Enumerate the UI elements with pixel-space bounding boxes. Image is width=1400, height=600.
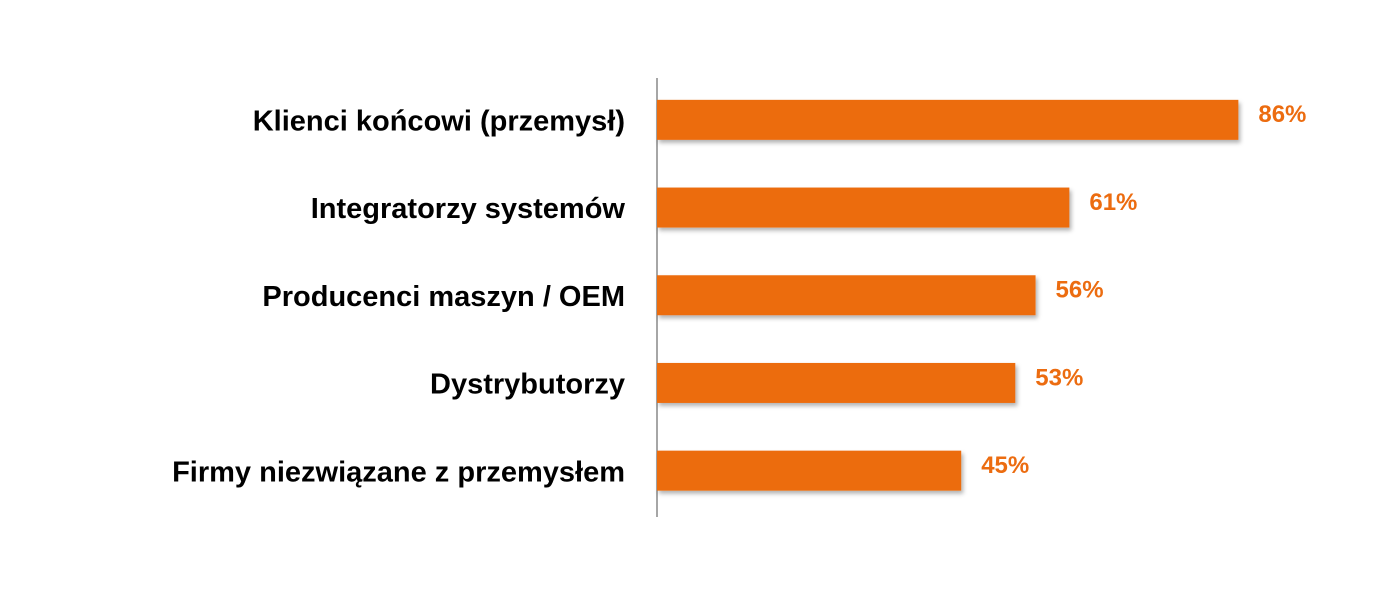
category-label: Integratorzy systemów — [311, 193, 626, 225]
category-label: Dystrybutorzy — [430, 369, 625, 401]
bar — [657, 275, 1036, 316]
value-label: 45% — [981, 452, 1029, 479]
bar — [657, 450, 962, 491]
value-label: 61% — [1089, 189, 1137, 216]
value-label: 53% — [1035, 364, 1083, 391]
bar — [657, 362, 1016, 403]
category-label: Firmy niezwiązane z przemysłem — [172, 456, 625, 488]
value-label: 56% — [1056, 277, 1104, 304]
category-label: Producenci maszyn / OEM — [262, 281, 625, 313]
bar — [657, 99, 1239, 140]
value-label: 86% — [1258, 101, 1306, 128]
category-label: Klienci końcowi (przemysł) — [253, 106, 625, 138]
bar — [657, 187, 1070, 228]
